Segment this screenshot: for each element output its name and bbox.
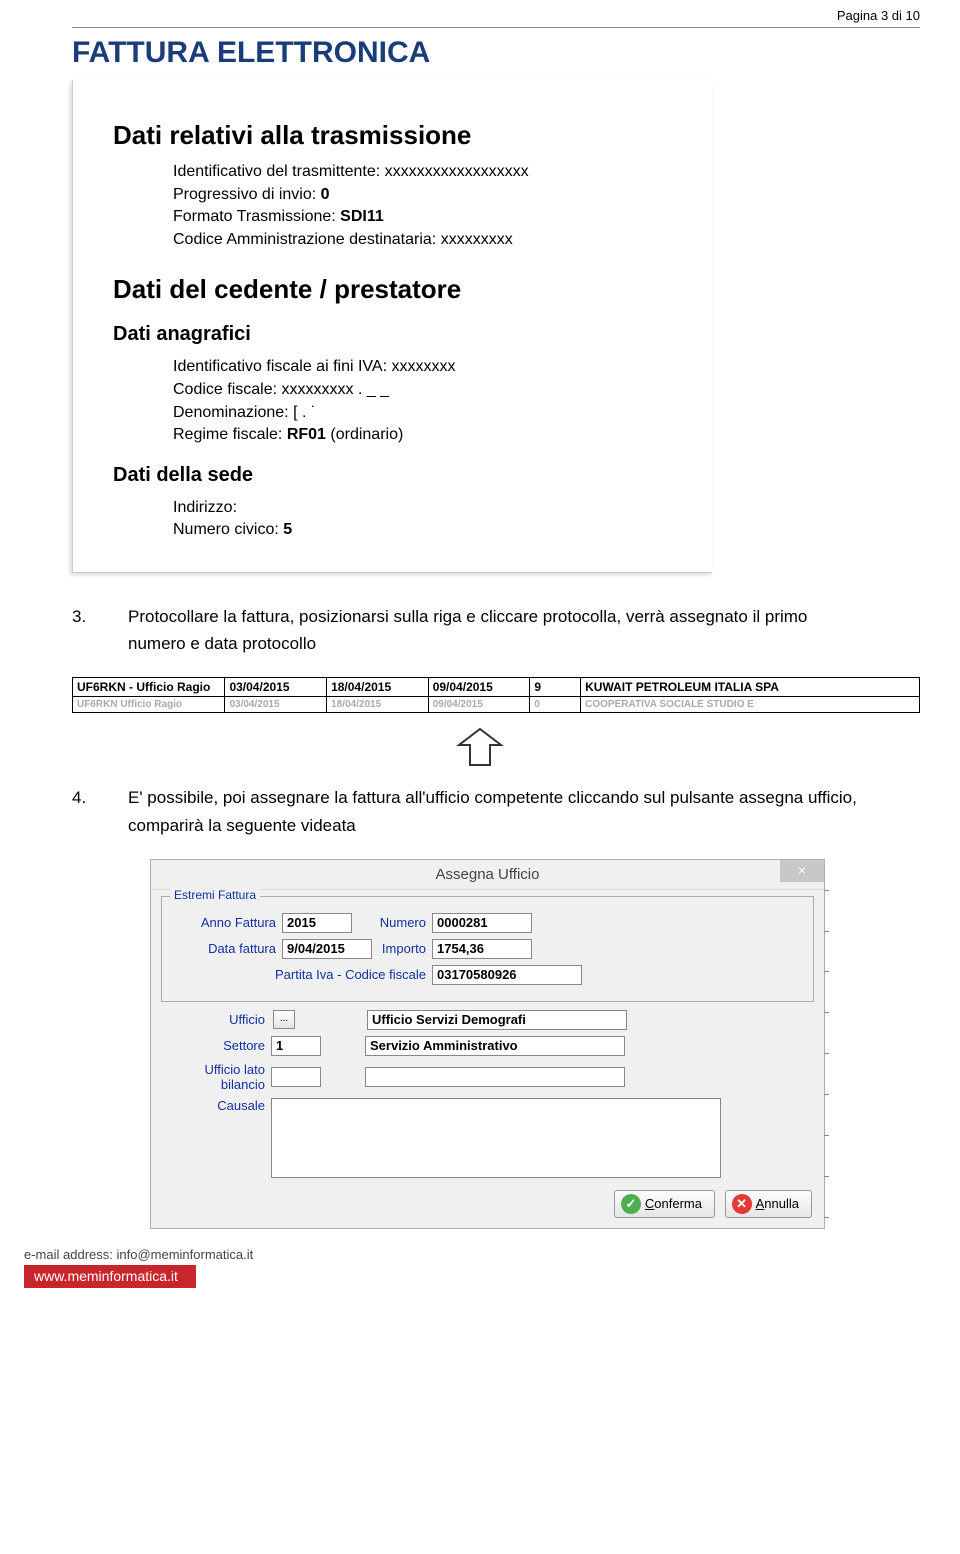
data-label: Data fattura	[172, 941, 282, 956]
instruction-3: 3.Protocollare la fattura, posizionarsi …	[100, 603, 860, 657]
invoice-preview-panel: Dati relativi alla trasmissione Identifi…	[72, 80, 712, 573]
ufficio-lookup-button[interactable]: ...	[273, 1010, 295, 1029]
protocol-table: UF6RKN - Ufficio Ragio 03/04/2015 18/04/…	[72, 677, 920, 713]
footer-email: e-mail address: info@meminformatica.it	[24, 1247, 960, 1262]
cell: 18/04/2015	[327, 678, 429, 697]
bilancio-label: Ufficio lato bilancio	[161, 1062, 271, 1092]
close-icon: ✕	[732, 1194, 752, 1214]
anagrafici-block: Identificativo fiscale ai fini IVA: xxxx…	[173, 356, 702, 445]
sede-heading: Dati della sede	[113, 464, 702, 487]
value: xxxxxxxxxxxxxxxxxx	[385, 163, 529, 180]
settore-desc-field[interactable]	[365, 1036, 625, 1056]
cell: 03/04/2015	[225, 678, 327, 697]
list-number: 4.	[100, 784, 128, 811]
value: [ . ˙	[293, 404, 316, 421]
confirm-label: onferma	[654, 1196, 702, 1211]
instruction-text: E' possibile, poi assegnare la fattura a…	[128, 788, 857, 834]
suffix: (ordinario)	[326, 426, 403, 443]
instruction-4: 4.E' possibile, poi assegnare la fattura…	[100, 784, 860, 838]
transmission-heading: Dati relativi alla trasmissione	[113, 120, 702, 151]
instruction-text: Protocollare la fattura, posizionarsi su…	[128, 607, 807, 653]
transmission-block: Identificativo del trasmittente: xxxxxxx…	[173, 161, 702, 250]
label: Identificativo del trasmittente:	[173, 163, 380, 180]
invoice-details-fieldset: Estremi Fattura Anno Fattura Numero Data…	[161, 896, 814, 1002]
document-area: FATTURA ELETTRONICA Dati relativi alla t…	[0, 38, 960, 573]
value: xxxxxxxxx . _ _	[282, 381, 390, 398]
causale-field[interactable]	[271, 1098, 721, 1178]
value: RF01	[287, 426, 326, 443]
table-row[interactable]: UF6RKN Ufficio Ragio 03/04/2015 18/04/20…	[73, 697, 920, 713]
label: Formato Trasmissione:	[173, 208, 336, 225]
importo-field[interactable]	[432, 939, 532, 959]
label: Indirizzo:	[173, 499, 237, 516]
tick-marks	[824, 890, 830, 1218]
dialog-title: Assegna Ufficio	[436, 866, 540, 883]
close-icon[interactable]: ×	[780, 860, 824, 882]
settore-label: Settore	[161, 1038, 271, 1053]
table-row[interactable]: UF6RKN - Ufficio Ragio 03/04/2015 18/04/…	[73, 678, 920, 697]
piva-field[interactable]	[432, 965, 582, 985]
cell: 9	[530, 678, 581, 697]
importo-label: Importo	[372, 941, 432, 956]
value: SDI11	[340, 208, 384, 225]
page-footer: e-mail address: info@meminformatica.it w…	[0, 1247, 960, 1288]
value: xxxxxxxx	[391, 358, 455, 375]
causale-label: Causale	[161, 1098, 271, 1113]
list-number: 3.	[100, 603, 128, 630]
piva-label: Partita Iva - Codice fiscale	[172, 967, 432, 982]
bilancio-code-field[interactable]	[271, 1067, 321, 1087]
cell: COOPERATIVA SOCIALE STUDIO E	[581, 697, 920, 713]
cell: 0	[530, 697, 581, 713]
page-indicator: Pagina 3 di 10	[0, 0, 960, 27]
arrow-up-icon	[0, 727, 960, 772]
cell: 03/04/2015	[225, 697, 327, 713]
numero-label: Numero	[352, 915, 432, 930]
assign-office-dialog: Assegna Ufficio × Estremi Fattura Anno F…	[150, 859, 825, 1229]
check-icon: ✓	[621, 1194, 641, 1214]
label: Regime fiscale:	[173, 426, 282, 443]
cell: UF6RKN - Ufficio Ragio	[73, 678, 225, 697]
label: Codice fiscale:	[173, 381, 277, 398]
fieldset-legend: Estremi Fattura	[170, 888, 260, 902]
anno-label: Anno Fattura	[172, 915, 282, 930]
cell: 09/04/2015	[428, 678, 530, 697]
ufficio-desc-field[interactable]	[367, 1010, 627, 1030]
numero-field[interactable]	[432, 913, 532, 933]
anagrafici-heading: Dati anagrafici	[113, 323, 702, 346]
bilancio-desc-field[interactable]	[365, 1067, 625, 1087]
dialog-titlebar: Assegna Ufficio ×	[151, 860, 824, 890]
cancel-label: nnulla	[764, 1196, 799, 1211]
sede-block: Indirizzo: Numero civico: 5	[173, 497, 702, 541]
value: 0	[321, 186, 330, 203]
cell: KUWAIT PETROLEUM ITALIA SPA	[581, 678, 920, 697]
cancel-button[interactable]: ✕ Annulla	[725, 1190, 812, 1218]
label: Identificativo fiscale ai fini IVA:	[173, 358, 387, 375]
label: Denominazione:	[173, 404, 289, 421]
main-title: FATTURA ELETTRONICA	[72, 38, 920, 68]
value: xxxxxxxxx	[441, 231, 513, 248]
label: Numero civico:	[173, 521, 279, 538]
label: Codice Amministrazione destinataria:	[173, 231, 436, 248]
label: Progressivo di invio:	[173, 186, 316, 203]
cell: UF6RKN Ufficio Ragio	[73, 697, 225, 713]
cell: 18/04/2015	[327, 697, 429, 713]
footer-url: www.meminformatica.it	[24, 1265, 196, 1288]
ufficio-label: Ufficio	[161, 1012, 271, 1027]
anno-field[interactable]	[282, 913, 352, 933]
data-field[interactable]	[282, 939, 372, 959]
confirm-button[interactable]: ✓ Conferma	[614, 1190, 715, 1218]
cell: 09/04/2015	[428, 697, 530, 713]
cedente-heading: Dati del cedente / prestatore	[113, 274, 702, 305]
divider	[72, 27, 920, 28]
value: 5	[283, 521, 292, 538]
settore-code-field[interactable]	[271, 1036, 321, 1056]
